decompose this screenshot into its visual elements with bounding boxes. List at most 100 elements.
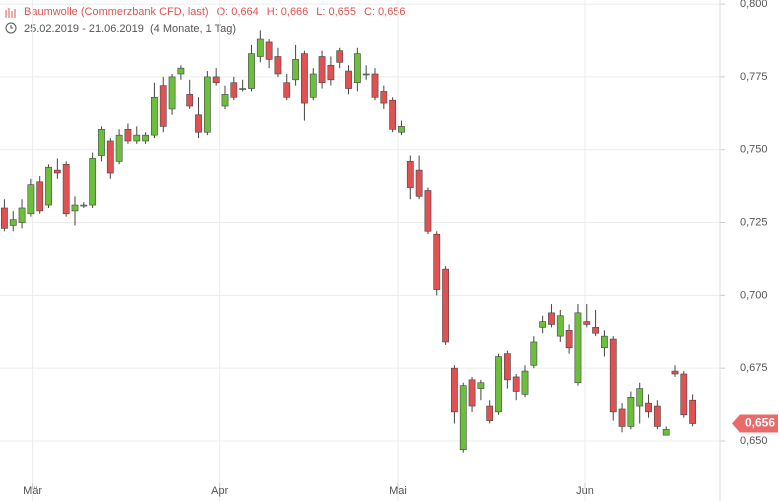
candle-body bbox=[18, 207, 26, 223]
candle-body bbox=[248, 53, 255, 89]
candle-body bbox=[689, 399, 697, 424]
candle-body bbox=[256, 38, 264, 57]
candle-body bbox=[301, 53, 308, 104]
candle-body bbox=[115, 134, 123, 162]
candle-body bbox=[495, 356, 502, 413]
candle-body bbox=[36, 181, 44, 212]
candle-body bbox=[195, 114, 202, 133]
candle-body bbox=[186, 94, 194, 107]
candle-body bbox=[45, 166, 52, 206]
candle-body bbox=[283, 82, 291, 98]
x-tick-label: Mär bbox=[23, 485, 42, 497]
candle-body bbox=[71, 204, 79, 212]
candle-body bbox=[468, 379, 476, 407]
candle-body bbox=[177, 67, 185, 75]
candle-body bbox=[548, 312, 555, 325]
candle-body bbox=[89, 158, 97, 206]
candle-body bbox=[98, 129, 105, 156]
candle-body bbox=[159, 85, 167, 127]
candle-body bbox=[574, 312, 582, 384]
candle-body bbox=[353, 53, 361, 84]
stat-value: 0,655 bbox=[328, 6, 356, 18]
last-price-badge bbox=[732, 414, 778, 433]
candle-body bbox=[309, 73, 317, 98]
stat-key: H: bbox=[267, 6, 278, 18]
candle-body bbox=[1, 207, 8, 229]
stat-value: 0,664 bbox=[231, 6, 259, 18]
candle-body bbox=[645, 402, 652, 413]
candle-body bbox=[459, 385, 467, 451]
candle-body bbox=[345, 70, 352, 89]
candle-body bbox=[609, 338, 617, 413]
candle-body bbox=[477, 382, 485, 389]
x-tick-label: Apr bbox=[211, 485, 228, 497]
candle-body bbox=[239, 88, 247, 90]
y-tick-label: 0,800 bbox=[740, 0, 768, 10]
candle-body bbox=[221, 94, 229, 107]
candle-body bbox=[389, 99, 397, 130]
candle-body bbox=[671, 370, 679, 375]
candle-body bbox=[327, 64, 335, 81]
candle-body bbox=[539, 321, 547, 328]
candle-body bbox=[151, 96, 158, 136]
y-tick-label: 0,700 bbox=[740, 289, 768, 301]
y-tick-label: 0,750 bbox=[740, 144, 768, 156]
candle-body bbox=[530, 341, 538, 366]
candle-body bbox=[362, 73, 370, 76]
y-tick-label: 0,775 bbox=[740, 71, 768, 83]
candle-body bbox=[618, 408, 626, 427]
candle-body bbox=[274, 56, 282, 75]
candle-body bbox=[406, 161, 414, 188]
candle-body bbox=[203, 76, 211, 133]
candle-body bbox=[636, 388, 644, 407]
date-range: 25.02.2019 - 21.06.2019 bbox=[24, 23, 144, 35]
candle-body bbox=[106, 140, 114, 174]
candle-body bbox=[662, 429, 670, 436]
candle-body bbox=[415, 169, 423, 197]
stat-key: C: bbox=[364, 6, 375, 18]
y-tick-label: 0,725 bbox=[740, 216, 768, 228]
x-tick-label: Mai bbox=[389, 485, 407, 497]
stat-value: 0,656 bbox=[378, 6, 406, 18]
candle-body bbox=[503, 353, 511, 381]
candle-body bbox=[27, 184, 35, 215]
candle-body bbox=[380, 91, 388, 104]
chart-icon bbox=[5, 8, 16, 18]
candle-body bbox=[486, 405, 494, 421]
candle-body bbox=[168, 76, 176, 110]
period: (4 Monate, 1 Tag) bbox=[150, 23, 236, 35]
clock-icon bbox=[5, 22, 17, 34]
chart-title: Baumwolle (Commerzbank CFD, last) bbox=[24, 6, 209, 18]
candle-body bbox=[53, 169, 61, 174]
candle-body bbox=[142, 134, 149, 142]
candle-body bbox=[133, 134, 141, 142]
candle-body bbox=[653, 405, 661, 427]
candle-body bbox=[601, 335, 608, 349]
stat-key: O: bbox=[217, 6, 229, 18]
candle-body bbox=[398, 126, 405, 133]
candle-body bbox=[292, 59, 299, 81]
candle-body bbox=[212, 76, 220, 84]
candle-body bbox=[451, 367, 458, 413]
stat-key: L: bbox=[316, 6, 325, 18]
candle-body bbox=[424, 190, 432, 232]
stat-value: 0,666 bbox=[281, 6, 309, 18]
candle-body bbox=[265, 41, 273, 60]
x-tick-label: Jun bbox=[576, 485, 594, 497]
candle-body bbox=[433, 233, 441, 290]
y-tick-label: 0,675 bbox=[740, 362, 768, 374]
last-price-label: 0,656 bbox=[745, 416, 775, 430]
y-tick-label: 0,650 bbox=[740, 435, 768, 447]
candle-body bbox=[80, 204, 88, 207]
candle-body bbox=[565, 330, 573, 349]
candle-body bbox=[442, 268, 449, 343]
candle-body bbox=[9, 219, 17, 226]
candle-body bbox=[680, 373, 688, 416]
candle-body bbox=[230, 82, 238, 98]
candle-body bbox=[318, 56, 326, 84]
candle-body bbox=[371, 73, 379, 98]
candle-body bbox=[583, 321, 591, 325]
candle-body bbox=[336, 50, 344, 63]
candle-body bbox=[521, 370, 529, 395]
